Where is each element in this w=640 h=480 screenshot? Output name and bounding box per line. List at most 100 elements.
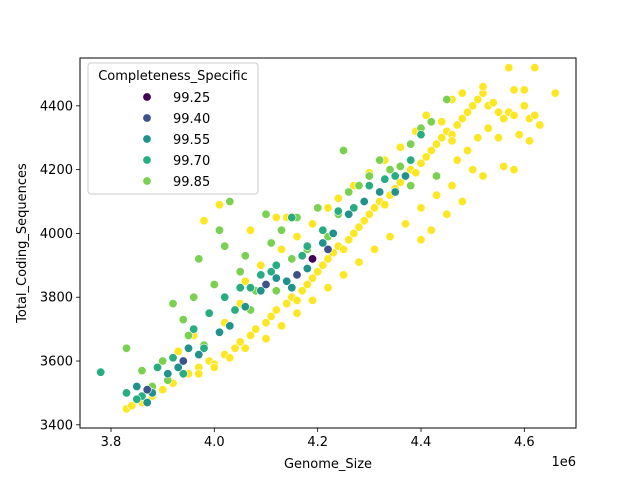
data-point	[478, 171, 488, 181]
data-point	[338, 270, 348, 280]
data-point	[215, 200, 225, 210]
data-point	[297, 251, 307, 261]
y-tick-label: 4200	[40, 163, 73, 178]
data-point	[354, 257, 364, 267]
data-point	[323, 254, 333, 264]
data-point	[235, 267, 245, 277]
data-point	[354, 181, 364, 191]
data-point	[369, 244, 379, 254]
data-point	[209, 362, 219, 372]
legend-title: Completeness_Specific	[98, 69, 248, 84]
data-point	[462, 107, 472, 117]
data-point	[266, 238, 276, 248]
data-point	[349, 203, 359, 213]
data-point	[292, 270, 302, 280]
data-point	[400, 219, 410, 229]
data-point	[452, 120, 462, 130]
data-point	[127, 401, 137, 411]
legend-marker	[142, 155, 152, 165]
data-point	[323, 203, 333, 213]
data-point	[271, 213, 281, 223]
data-point	[395, 177, 405, 187]
data-point	[524, 136, 534, 146]
data-point	[550, 88, 560, 98]
y-tick-label: 4000	[40, 227, 73, 242]
data-point	[447, 181, 457, 191]
data-point	[173, 346, 183, 356]
data-point	[344, 187, 354, 197]
data-point	[359, 197, 369, 207]
data-point	[194, 350, 204, 360]
data-point	[256, 260, 266, 270]
data-point	[307, 295, 317, 305]
data-point	[292, 295, 302, 305]
data-point	[437, 117, 447, 127]
data-point	[230, 305, 240, 315]
data-point	[297, 286, 307, 296]
legend-marker	[142, 134, 152, 144]
data-point	[178, 369, 188, 379]
data-point	[178, 315, 188, 325]
data-point	[215, 225, 225, 235]
data-point	[493, 107, 503, 117]
data-point	[122, 388, 132, 398]
data-point	[307, 219, 317, 229]
data-point	[318, 225, 328, 235]
data-point	[240, 251, 250, 261]
data-point	[256, 286, 266, 296]
data-point	[271, 286, 281, 296]
data-point	[163, 369, 173, 379]
data-point	[199, 216, 209, 226]
data-point	[509, 110, 519, 120]
data-point	[261, 279, 271, 289]
data-point	[209, 279, 219, 289]
data-point	[184, 343, 194, 353]
legend: Completeness_Specific 99.2599.4099.5599.…	[87, 62, 259, 195]
data-point	[333, 193, 343, 203]
data-point	[354, 222, 364, 232]
data-point	[323, 244, 333, 254]
legend-label: 99.55	[173, 133, 210, 148]
data-point	[220, 241, 230, 251]
data-point	[411, 168, 421, 178]
data-point	[431, 171, 441, 181]
data-point	[282, 299, 292, 309]
data-point	[96, 367, 106, 377]
data-point	[276, 225, 286, 235]
data-point	[395, 161, 405, 171]
legend-label: 99.25	[173, 91, 210, 106]
data-point	[204, 308, 214, 318]
data-point	[457, 88, 467, 98]
data-point	[225, 353, 235, 363]
data-point	[509, 165, 519, 175]
data-point	[189, 324, 199, 334]
data-point	[240, 302, 250, 312]
data-point	[266, 311, 276, 321]
data-point	[499, 161, 509, 171]
plot-frame	[79, 57, 577, 429]
data-point	[338, 244, 348, 254]
data-point	[530, 110, 540, 120]
data-point	[421, 152, 431, 162]
x-tick-label: 4.6	[514, 435, 535, 450]
data-point	[447, 136, 457, 146]
data-point	[302, 279, 312, 289]
data-point	[509, 85, 519, 95]
data-point	[271, 273, 281, 283]
data-point	[468, 165, 478, 175]
data-point	[426, 117, 436, 127]
data-point	[261, 209, 271, 219]
data-point	[364, 181, 374, 191]
legend-marker	[142, 176, 152, 186]
data-point	[426, 146, 436, 156]
data-point	[271, 305, 281, 315]
data-point	[184, 330, 194, 340]
data-point	[158, 385, 168, 395]
y-axis-ticks: 3400 3600 3800 4000 4200 4400	[40, 99, 80, 433]
legend-marker	[142, 113, 152, 123]
data-point	[292, 232, 302, 242]
data-point	[416, 235, 426, 245]
data-point	[499, 114, 509, 124]
y-tick-label: 3600	[40, 355, 73, 370]
